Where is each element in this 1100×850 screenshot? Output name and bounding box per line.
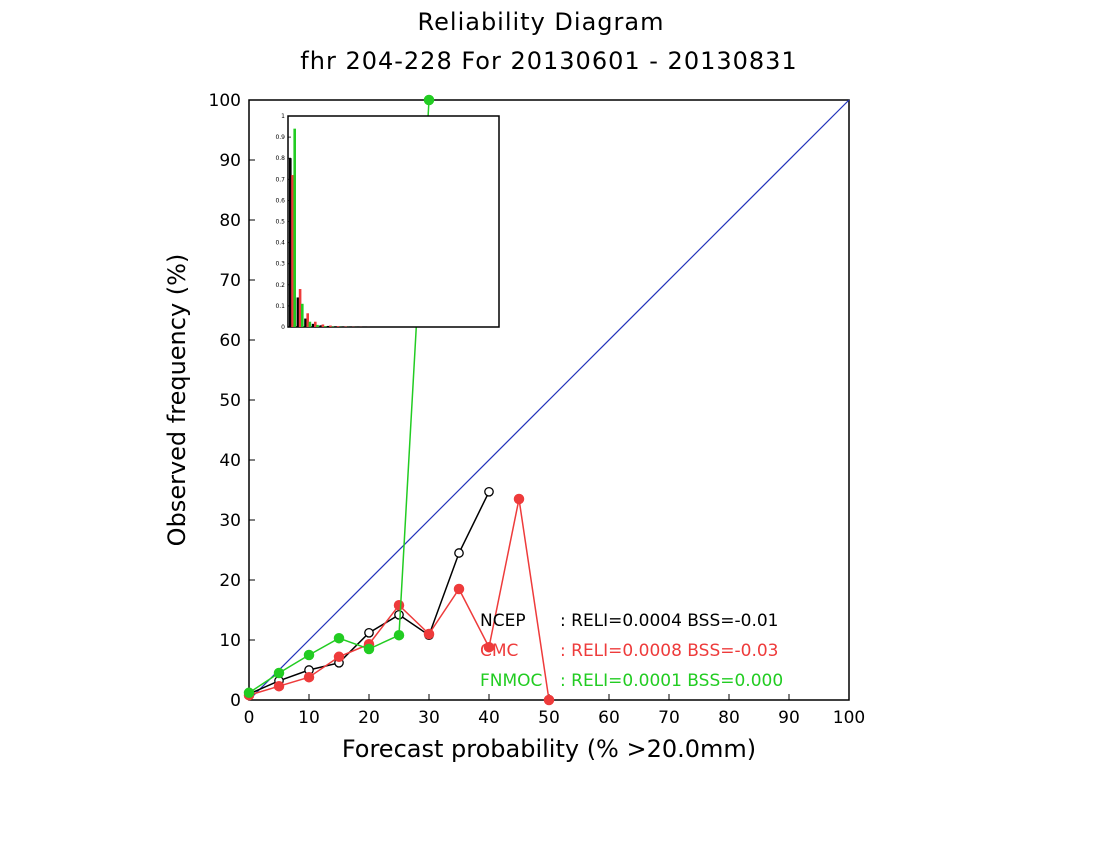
inset-y-tick-label: 1	[281, 113, 285, 120]
inset-bar-cmc	[291, 175, 294, 327]
inset-bar-cmc	[321, 324, 325, 327]
x-tick-label: 60	[598, 708, 620, 728]
inset-histogram: 0 0.1 0.2 0.3 0.4 0.5 0.6 0.7 0.8 0.9 1	[275, 113, 500, 331]
inset-y-tick-label: 0.5	[275, 219, 285, 226]
x-tick-label: 0	[244, 708, 255, 728]
inset-bar-ncep	[327, 325, 330, 327]
series-line-cmc	[248, 498, 550, 701]
y-tick-label: 80	[219, 211, 241, 231]
data-point-ncep	[394, 609, 404, 620]
inset-y-tick-label: 0.2	[275, 282, 285, 289]
inset-bar-cmc	[336, 326, 340, 327]
inset-y-tick-label: 0.7	[275, 176, 285, 183]
inset-bar-cmc	[314, 321, 317, 327]
data-point-ncep	[484, 486, 494, 497]
data-point-cmc	[273, 680, 285, 692]
inset-y-tick-label: 0.4	[275, 240, 285, 247]
x-axis-label: Forecast probability (% >20.0mm)	[342, 735, 756, 763]
y-axis-label: Observed frequency (%)	[163, 254, 191, 547]
inset-bar-fnmoc	[316, 324, 319, 327]
legend-stats-ncep: : RELI=0.0004 BSS=-0.01	[560, 611, 778, 631]
inset-bar-ncep	[334, 326, 338, 327]
perfect-reliability-line	[248, 99, 850, 701]
legend-name-cmc: CMC	[480, 641, 518, 661]
data-point-fnmoc	[423, 94, 435, 106]
inset-bar-fnmoc	[323, 326, 327, 327]
data-point-ncep	[364, 627, 374, 638]
data-point-fnmoc	[393, 629, 405, 641]
y-tick-label: 50	[219, 391, 241, 411]
y-tick-label: 10	[219, 631, 241, 651]
x-tick-label: 20	[358, 708, 380, 728]
data-point-cmc	[453, 583, 465, 595]
data-point-cmc	[423, 628, 435, 640]
y-tick-label: 40	[219, 451, 241, 471]
legend: NCEP : RELI=0.0004 BSS=-0.01 CMC : RELI=0.0…	[480, 611, 783, 691]
data-point-cmc	[483, 641, 495, 653]
plot-area: 0 10 20 30 40 50 60 70 80 90 100010203040506070809…	[209, 91, 866, 728]
data-point-ncep	[454, 548, 464, 558]
y-tick-label: 20	[219, 571, 241, 591]
x-tick-label: 10	[298, 708, 320, 728]
data-point-cmc	[543, 694, 555, 706]
inset-bar-ncep	[296, 297, 300, 327]
inset-y-tick-label: 0.1	[275, 303, 285, 310]
data-point-cmc	[513, 493, 525, 505]
x-tick-label: 70	[658, 708, 680, 728]
data-point-fnmoc	[243, 687, 255, 699]
x-tick-label: 50	[538, 708, 560, 728]
data-point-cmc	[303, 671, 315, 683]
data-point-cmc	[333, 651, 345, 663]
y-tick-label: 60	[219, 331, 241, 351]
data-point-fnmoc	[363, 643, 375, 655]
inset-y-tick-label: 0.8	[275, 155, 285, 162]
legend-stats-cmc: : RELI=0.0008 BSS=-0.03	[560, 641, 778, 661]
legend-name-fnmoc: FNMOC	[480, 671, 542, 691]
data-point-fnmoc	[273, 667, 285, 679]
x-tick-label: 90	[778, 708, 800, 728]
x-tick-label: 80	[718, 708, 740, 728]
inset-bar-ncep	[319, 325, 322, 327]
y-tick-label: 0	[230, 691, 241, 711]
inset-bar-ncep	[304, 318, 307, 327]
chart-subtitle: fhr 204-228 For 20130601 - 20130831	[300, 47, 797, 75]
x-tick-label: 30	[418, 708, 440, 728]
inset-bar-cmc	[306, 313, 309, 327]
legend-stats-fnmoc: : RELI=0.0001 BSS=0.000	[560, 671, 783, 691]
legend-name-ncep: NCEP	[480, 611, 526, 631]
inset-bar-ncep	[289, 158, 292, 327]
inset-bar-fnmoc	[308, 321, 312, 327]
data-point-fnmoc	[333, 632, 345, 644]
inset-bar-cmc	[329, 325, 332, 327]
y-tick-label: 90	[219, 151, 241, 171]
inset-bar-fnmoc	[301, 303, 304, 327]
inset-bar-cmc	[298, 289, 302, 327]
x-tick-label: 40	[478, 708, 500, 728]
data-point-cmc	[393, 599, 405, 611]
inset-y-tick-label: 0	[281, 324, 285, 331]
inset-y-tick-label: 0.3	[275, 261, 285, 268]
y-tick-label: 30	[219, 511, 241, 531]
chart-title: Reliability Diagram	[418, 8, 665, 36]
inset-y-tick-label: 0.9	[275, 134, 285, 141]
inset-y-tick-label: 0.6	[275, 197, 285, 204]
inset-frame	[287, 115, 500, 328]
inset-bar-ncep	[311, 323, 315, 327]
inset-bar-fnmoc	[293, 128, 296, 327]
x-tick-label: 100	[833, 708, 865, 728]
y-tick-label: 70	[219, 271, 241, 291]
data-point-fnmoc	[303, 649, 315, 661]
y-tick-label: 100	[209, 91, 241, 111]
